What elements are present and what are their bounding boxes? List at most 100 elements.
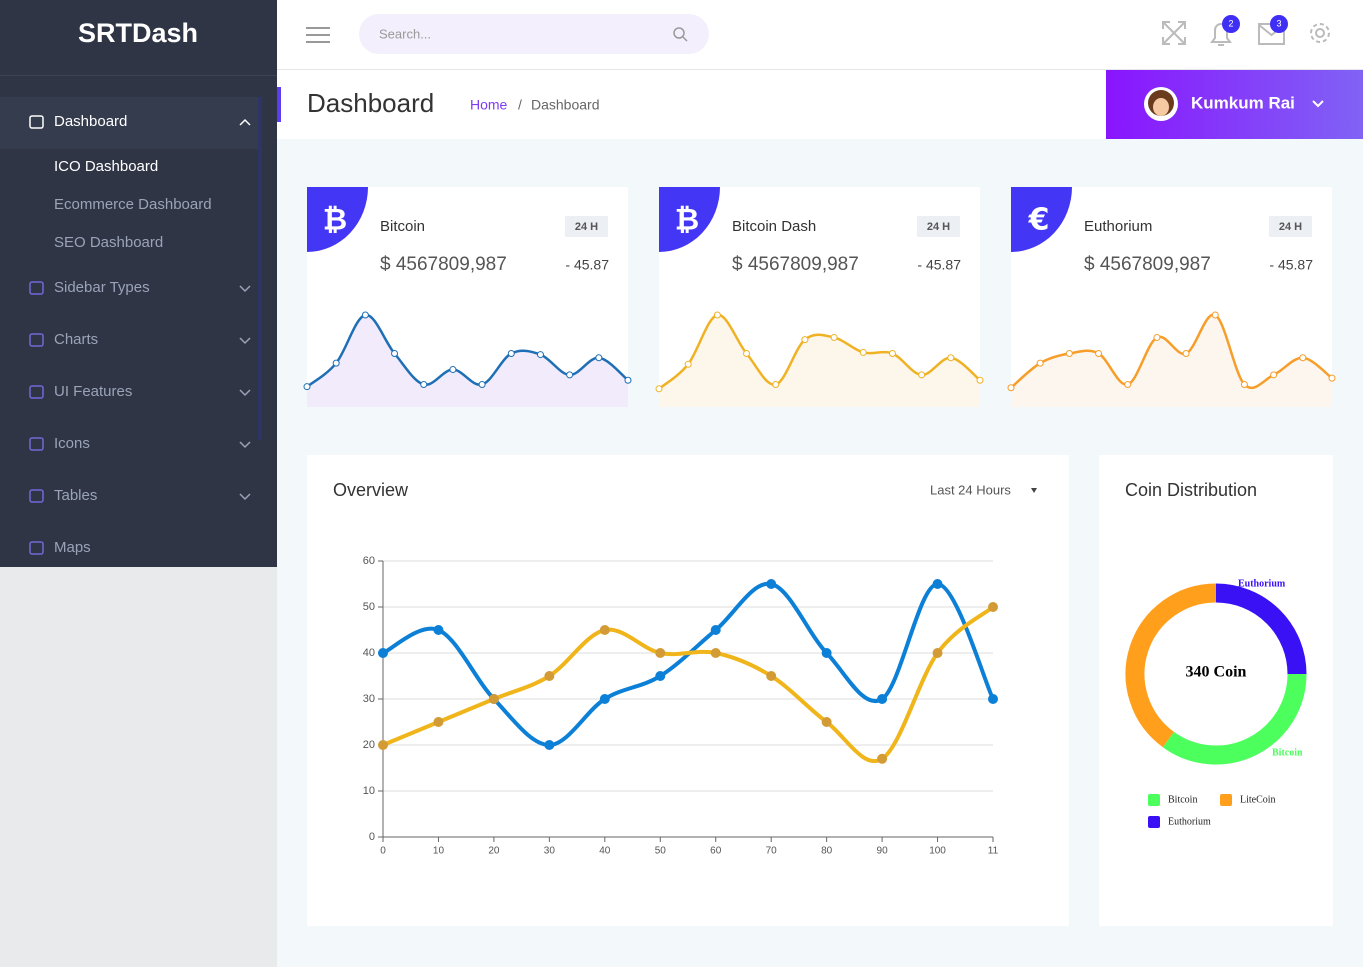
menu-chevron[interactable]: [239, 285, 251, 293]
menu-icon: [29, 281, 44, 295]
legend-label: Euthorium: [1168, 816, 1211, 827]
breadcrumb-current: Dashboard: [531, 97, 600, 113]
legend-swatch: [1148, 816, 1160, 828]
sparkline-area: [659, 314, 980, 407]
menu-icon: [29, 437, 44, 451]
legend-swatch: [1220, 794, 1232, 806]
search-box[interactable]: [359, 14, 709, 54]
fullscreen-icon[interactable]: [1162, 21, 1186, 45]
menu-item[interactable]: Dashboard: [54, 113, 127, 130]
series-point: [655, 671, 666, 681]
period-selector[interactable]: Last 24 Hours: [930, 482, 1011, 497]
x-tick-label: 11: [988, 846, 999, 857]
submenu-item[interactable]: SEO Dashboard: [54, 234, 163, 251]
search-icon[interactable]: [673, 27, 688, 42]
donut-segment: [1215, 583, 1307, 675]
coin-symbol: ₿: [675, 203, 699, 238]
sparkline-point: [507, 350, 515, 357]
menu-chevron[interactable]: [239, 118, 251, 126]
logo[interactable]: SRTDash: [78, 18, 198, 48]
series-point: [932, 648, 943, 658]
menu-icon: [29, 541, 44, 555]
sparkline-point: [1270, 371, 1278, 379]
series-point: [710, 625, 721, 635]
notification-badge: [1222, 15, 1240, 33]
sparkline-point: [391, 350, 399, 357]
menu-chevron[interactable]: [239, 389, 251, 397]
sparkline-point: [1153, 333, 1161, 341]
sparkline-point: [830, 333, 838, 341]
sparkline-point: [888, 350, 896, 357]
dropdown-arrow[interactable]: [1031, 488, 1037, 493]
submenu-item[interactable]: ICO Dashboard: [54, 158, 158, 175]
settings-icon[interactable]: [1310, 23, 1330, 43]
series-point: [599, 694, 610, 704]
x-tick-label: 50: [655, 846, 667, 857]
active-row: [0, 97, 258, 149]
sparkline-point: [1240, 381, 1248, 389]
sparkline-point: [655, 385, 663, 393]
y-tick-label: 30: [363, 693, 375, 705]
cards: ₿ Bitcoin 24 H $ 4567809,987 - 45.87 ₿ Bitcoin…: [303, 187, 1336, 407]
user-chevron[interactable]: [1312, 100, 1324, 108]
menu-item[interactable]: Tables: [54, 487, 97, 504]
menu-item[interactable]: Sidebar Types: [54, 279, 150, 296]
sparkline-point: [361, 311, 369, 319]
menu-item[interactable]: Icons: [54, 435, 90, 452]
price: $ 4567809,987: [732, 254, 859, 275]
sparkline-point: [684, 360, 692, 368]
overview-chart: 0 10 20 30 40 50 60 0 10 20 30 40 50 60 70 80 90 100 11: [363, 555, 999, 857]
sparkline-point: [332, 359, 340, 367]
legend-label: LiteCoin: [1240, 794, 1276, 805]
menu-icon: [29, 333, 44, 347]
price: $ 4567809,987: [380, 254, 507, 275]
user-name[interactable]: Kumkum Rai: [1191, 93, 1295, 112]
series-point: [378, 648, 388, 658]
title-bar: [277, 70, 1106, 139]
sparkline-point: [566, 371, 574, 379]
x-tick-label: 100: [929, 846, 946, 857]
change: - 45.87: [917, 257, 961, 273]
sparkline-point: [1124, 381, 1132, 389]
sparkline-point: [1065, 350, 1073, 357]
notification-count: 2: [1228, 18, 1233, 28]
period: 24 H: [927, 221, 950, 233]
menu-item[interactable]: Maps: [54, 539, 91, 556]
sparkline-point: [713, 311, 721, 319]
sparkline-point: [859, 348, 867, 356]
series-point: [544, 671, 555, 681]
sidebar: [0, 0, 277, 567]
sparkline-point: [918, 371, 926, 379]
menu-chevron[interactable]: [239, 337, 251, 345]
menu-chevron[interactable]: [239, 493, 251, 501]
x-tick-label: 10: [433, 846, 445, 857]
donut-segment: [1162, 673, 1307, 765]
sparkline-point: [595, 354, 603, 362]
series-point: [988, 694, 998, 704]
distribution-title: Coin Distribution: [1125, 480, 1257, 500]
menu-item[interactable]: UI Features: [54, 383, 132, 400]
sparkline-point: [449, 366, 457, 374]
sparkline-point: [536, 351, 544, 359]
menu: Dashboard ICO Dashboard Ecommerce Dashboar…: [29, 113, 251, 556]
series-point: [710, 648, 721, 658]
menu-item[interactable]: Charts: [54, 331, 98, 348]
sparkline-point: [624, 376, 632, 384]
series-point: [544, 740, 555, 750]
x-tick-label: 40: [599, 846, 611, 857]
series-point: [488, 694, 499, 704]
sparkline-point: [743, 350, 751, 357]
sparkline-point: [801, 336, 809, 344]
hamburger[interactable]: [306, 27, 330, 43]
menu-chevron[interactable]: [239, 441, 251, 449]
y-tick-label: 50: [363, 601, 375, 613]
message-count: 3: [1276, 18, 1281, 28]
submenu-item[interactable]: Ecommerce Dashboard: [54, 196, 212, 213]
breadcrumb-link[interactable]: Home: [470, 97, 508, 113]
period: 24 H: [575, 221, 598, 233]
coin-name: Euthorium: [1084, 218, 1152, 235]
y-tick-label: 0: [369, 831, 375, 843]
x-tick-label: 20: [488, 846, 500, 857]
donut-segment: [1125, 583, 1217, 748]
